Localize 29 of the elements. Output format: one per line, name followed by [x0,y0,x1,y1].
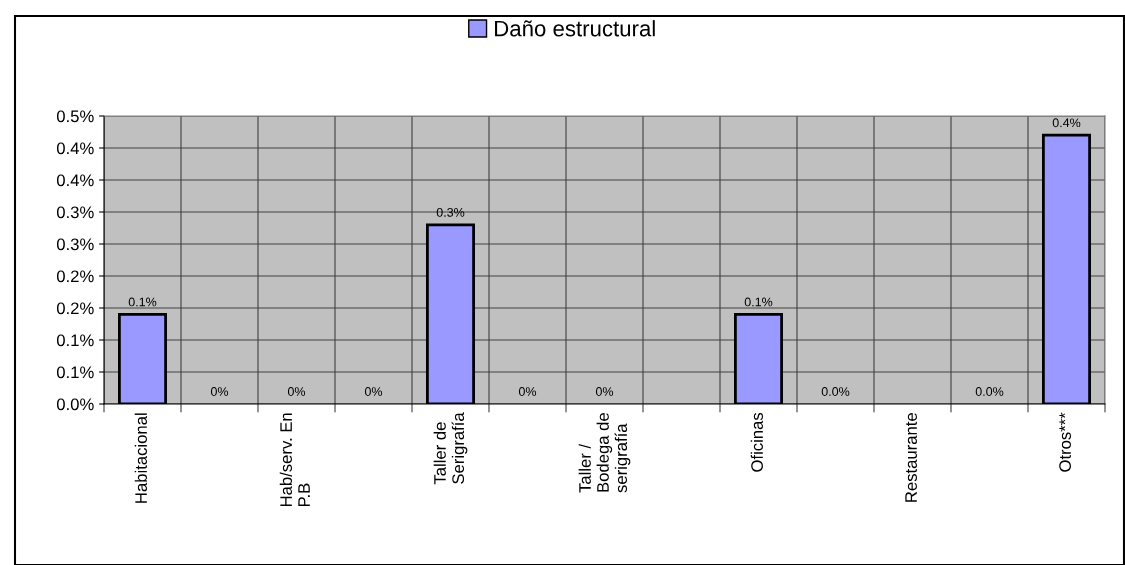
y-tick-label: 0.2% [56,302,94,315]
data-label: 0% [518,387,537,396]
y-tick-label: 0.1% [56,366,94,379]
data-label: 0.1% [128,297,157,307]
data-label: 0.3% [436,207,465,217]
y-tick-label: 0.0% [56,398,94,411]
x-tick-label: Taller / Bodega de serigrafía [578,413,631,493]
y-tick-label: 0.3% [56,238,94,251]
y-tick-label: 0.4% [56,174,94,187]
x-tick-label: Habitacional [134,413,147,503]
y-tick-label: 0.3% [56,206,94,219]
data-label: 0.4% [1052,118,1081,128]
y-tick-label: 0.4% [56,142,94,155]
data-label: 0% [210,387,229,396]
data-label: 0% [287,387,306,396]
x-tick-label: Oficinas [750,412,763,472]
data-label: 0.0% [821,387,850,396]
data-label: 0.1% [744,297,773,307]
legend-label: Daño estructural [495,20,655,37]
x-tick-label: Hab/serv. En P.B [279,413,310,507]
x-tick-label: Restaurante [905,413,917,502]
y-tick-label: 0.2% [56,270,94,283]
y-tick-label: 0.1% [56,334,94,347]
data-label: 0% [595,387,614,396]
x-tick-label: Taller de Serigrafía [433,412,468,485]
data-label: 0.0% [975,387,1004,396]
data-label: 0% [364,387,383,396]
y-tick-label: 0.5% [56,110,94,123]
x-tick-label: Otros*** [1059,412,1071,472]
